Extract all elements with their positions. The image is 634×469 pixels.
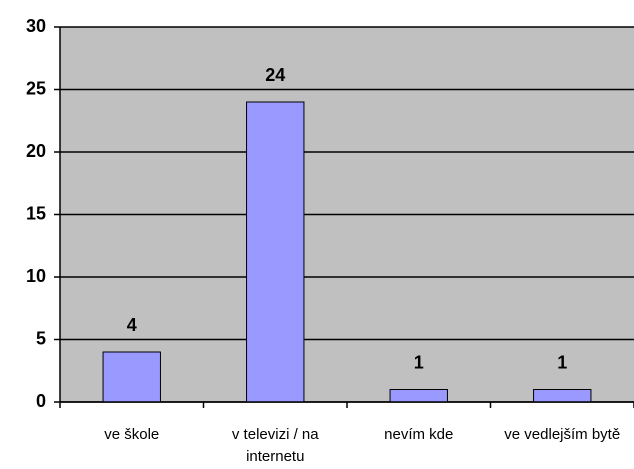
y-tick-label: 15: [26, 203, 46, 223]
x-tick-label: ve vedlejším bytě: [504, 426, 621, 443]
x-tick-label: v televizi / na internetu: [231, 426, 319, 465]
y-tick-label: 5: [36, 328, 46, 348]
data-label: 1: [557, 352, 567, 372]
data-label: 1: [414, 352, 424, 372]
y-tick-label: 30: [26, 16, 46, 36]
bar: [533, 389, 592, 403]
bar: [389, 389, 448, 403]
y-tick-label: 25: [26, 78, 46, 98]
bar: [102, 351, 161, 403]
data-label: 24: [265, 65, 285, 85]
bar: [246, 101, 305, 403]
data-label: 4: [127, 315, 137, 335]
y-tick-label: 20: [26, 141, 46, 161]
y-tick-label: 10: [26, 266, 46, 286]
x-tick-label: nevím kde: [384, 426, 454, 443]
y-tick-label: 0: [36, 391, 46, 411]
x-tick-label: ve škole: [104, 426, 160, 443]
